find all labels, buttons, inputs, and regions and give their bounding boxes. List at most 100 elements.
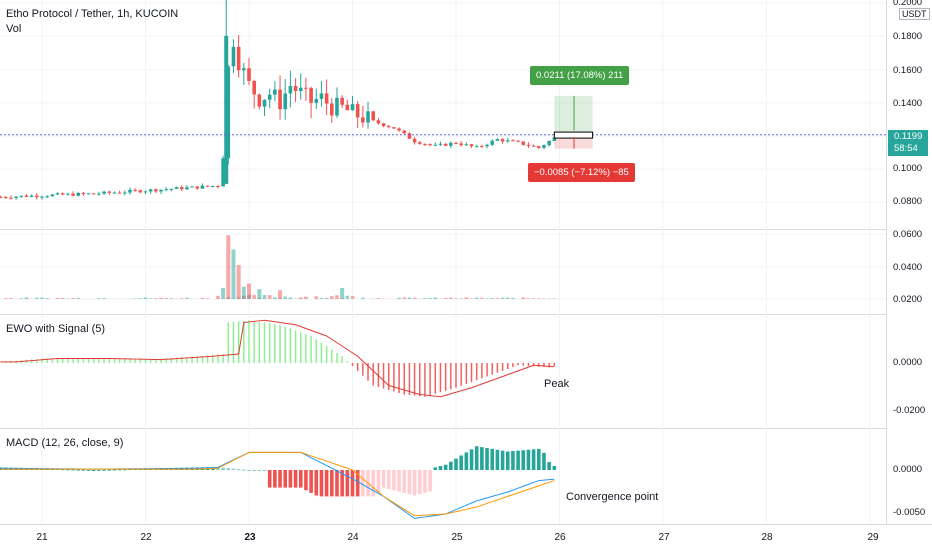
macd-histogram-bar — [412, 470, 417, 496]
volume-bar — [45, 298, 49, 299]
macd-tick: -0.0050 — [893, 507, 926, 518]
volume-bar — [407, 297, 412, 299]
macd-histogram-bar — [542, 452, 546, 470]
macd-histogram-bar — [117, 469, 122, 471]
volume-bar — [9, 297, 13, 299]
volume-bar — [345, 295, 350, 299]
time-tick: 28 — [761, 532, 773, 543]
candle-body — [547, 140, 551, 146]
ewo-title: EWO with Signal (5) — [6, 323, 106, 335]
candle-body — [242, 68, 246, 71]
macd-histogram-bar — [386, 470, 391, 489]
candle-body — [355, 104, 360, 118]
macd-histogram-bar — [107, 469, 112, 471]
price-tick: 0.1400 — [893, 98, 923, 109]
macd-histogram-bar — [298, 470, 303, 488]
chart-canvas[interactable] — [0, 0, 886, 524]
candle-body — [407, 133, 412, 139]
macd-signal-line — [0, 451, 555, 517]
volume-bar — [257, 289, 262, 299]
macd-title: MACD (12, 26, close, 9) — [6, 437, 124, 449]
macd-histogram-bar — [537, 448, 541, 470]
macd-histogram-bar — [267, 470, 272, 488]
volume-bar — [226, 235, 231, 299]
candle-body — [55, 193, 60, 195]
candle-body — [469, 144, 474, 147]
stop-tag[interactable]: −0.0085 (−7.12%) −85 — [528, 163, 635, 182]
macd-histogram-bar — [449, 461, 453, 470]
macd-histogram-bar — [66, 469, 70, 471]
candle-body — [319, 93, 324, 99]
price-tick: 0.1000 — [893, 163, 923, 174]
price-tick: 0.0400 — [893, 262, 923, 273]
target-tag[interactable]: 0.0211 (17.08%) 211 — [530, 66, 630, 85]
volume-bar — [133, 298, 137, 299]
volume-bar — [304, 296, 308, 299]
candle-body — [433, 144, 438, 146]
macd-histogram-bar — [480, 447, 484, 470]
last-price-tag: 0.1199 58:54 — [888, 130, 928, 156]
candle-body — [91, 193, 96, 195]
volume-bar — [102, 298, 106, 299]
volume-bar — [464, 297, 469, 299]
candle-body — [537, 146, 541, 148]
macd-histogram-bar — [490, 448, 495, 470]
macd-histogram-bar — [252, 470, 256, 471]
macd-histogram-bar — [397, 470, 401, 492]
macd-histogram-bar — [340, 470, 344, 497]
candle-body — [231, 46, 236, 67]
volume-label: Vol — [6, 23, 22, 35]
candle-body — [14, 196, 18, 199]
candle-body — [138, 190, 143, 193]
candle-body — [252, 80, 256, 95]
candle-body — [224, 35, 229, 184]
candle-body — [309, 87, 313, 103]
candle-body — [304, 87, 308, 89]
volume-bar — [423, 298, 427, 299]
macd-histogram-bar — [273, 470, 277, 488]
macd-histogram-bar — [423, 470, 427, 493]
volume-bar — [428, 298, 432, 299]
candle-body — [86, 193, 91, 195]
currency-badge[interactable]: USDT — [899, 8, 930, 20]
candle-body — [190, 186, 194, 188]
candle-countdown: 58:54 — [894, 143, 918, 154]
volume-bar — [340, 288, 345, 299]
volume-bar — [273, 297, 277, 299]
candle-body — [9, 197, 13, 199]
candle-body — [128, 189, 132, 193]
macd-histogram-bar — [531, 449, 536, 470]
volume-bar — [402, 297, 407, 299]
candle-body — [443, 143, 448, 146]
price-tick: 0.2000 — [893, 0, 923, 8]
macd-histogram-bar — [76, 469, 81, 471]
time-tick: 29 — [867, 532, 879, 543]
candle-body — [412, 138, 417, 143]
volume-bar — [236, 264, 241, 299]
volume-bar — [330, 296, 334, 299]
volume-bar — [55, 297, 60, 299]
volume-bar — [459, 298, 463, 299]
candle-body — [174, 187, 179, 189]
macd-histogram-bar — [464, 452, 469, 470]
macd-histogram-bar — [247, 470, 251, 471]
candle-body — [210, 185, 215, 187]
candle-body — [45, 196, 49, 198]
volume-separator — [0, 229, 886, 230]
macd-histogram-bar — [319, 470, 324, 497]
macd-histogram-bar — [112, 469, 117, 471]
candle-body — [236, 46, 241, 71]
candle-body — [505, 140, 510, 142]
candle-body — [402, 130, 407, 134]
candle-body — [164, 189, 168, 191]
peak-annotation: Peak — [544, 378, 570, 390]
macd-histogram-bar — [355, 470, 360, 497]
macd-histogram-bar — [438, 466, 443, 470]
macd-histogram-bar — [511, 451, 515, 470]
ewo-tick: -0.0200 — [893, 405, 926, 416]
macd-histogram-bar — [345, 470, 350, 497]
candle-body — [542, 145, 546, 148]
volume-bar — [412, 297, 417, 299]
candle-body — [330, 103, 334, 116]
volume-bar — [288, 297, 293, 299]
